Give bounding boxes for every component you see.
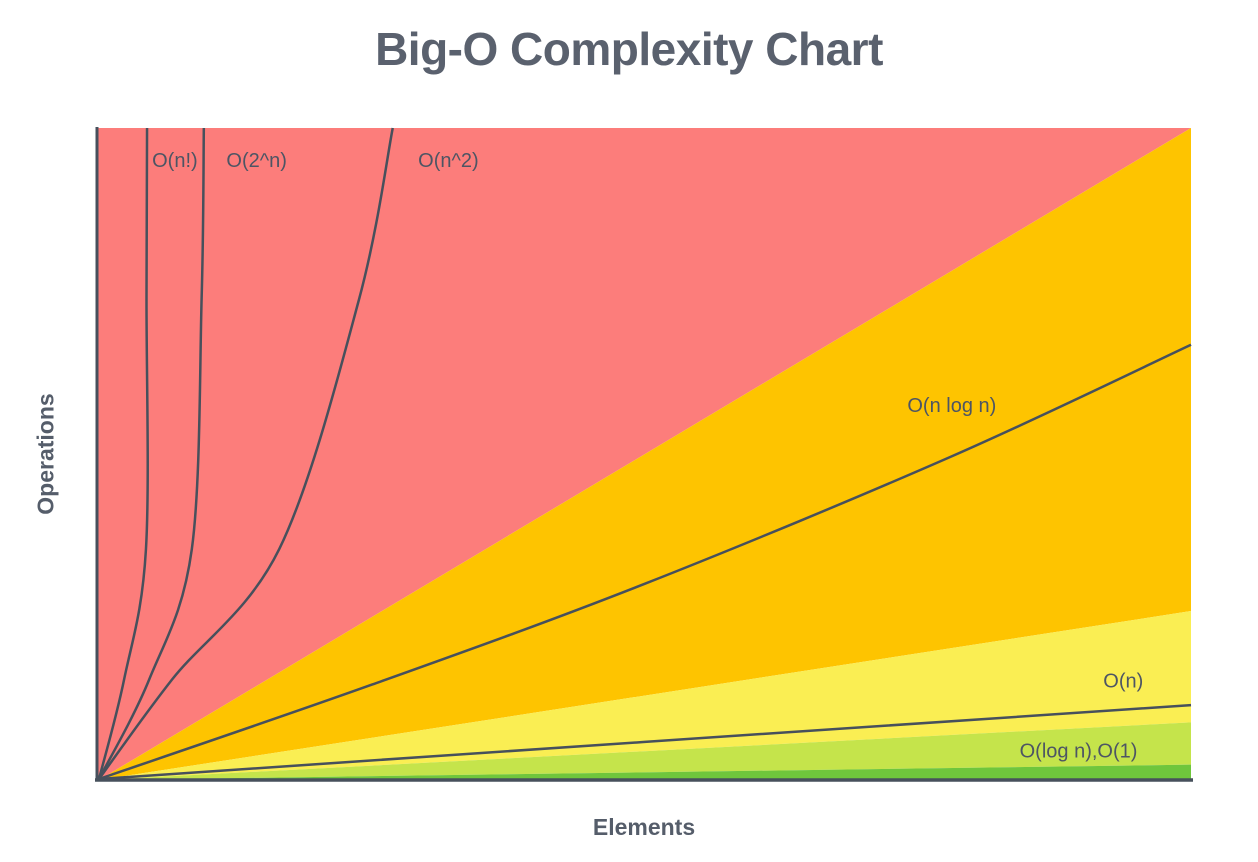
chart-region-yellow [99, 611, 1191, 780]
curve-label-1: O(2^n) [226, 150, 287, 172]
chart-region-green [99, 764, 1191, 780]
curve-2 [97, 127, 394, 780]
curve-4 [98, 703, 1192, 781]
x-axis-label: Elements [592, 814, 696, 840]
curve-3 [98, 343, 1192, 781]
curve-label-2: O(n^2) [418, 150, 479, 172]
chart-region-orange [99, 128, 1191, 780]
curve-label-0: O(n!) [152, 150, 198, 172]
curve-label-3: O(n log n) [907, 395, 996, 417]
chart-title: Big-O Complexity Chart [375, 23, 883, 75]
curve-label-4: O(n) [1103, 670, 1143, 692]
chart-region-light-green [99, 722, 1191, 780]
chart-region-red [97, 128, 1191, 780]
curve-1 [97, 127, 206, 780]
curve-0 [97, 127, 149, 780]
curve-label-5: O(log n),O(1) [1020, 741, 1138, 763]
